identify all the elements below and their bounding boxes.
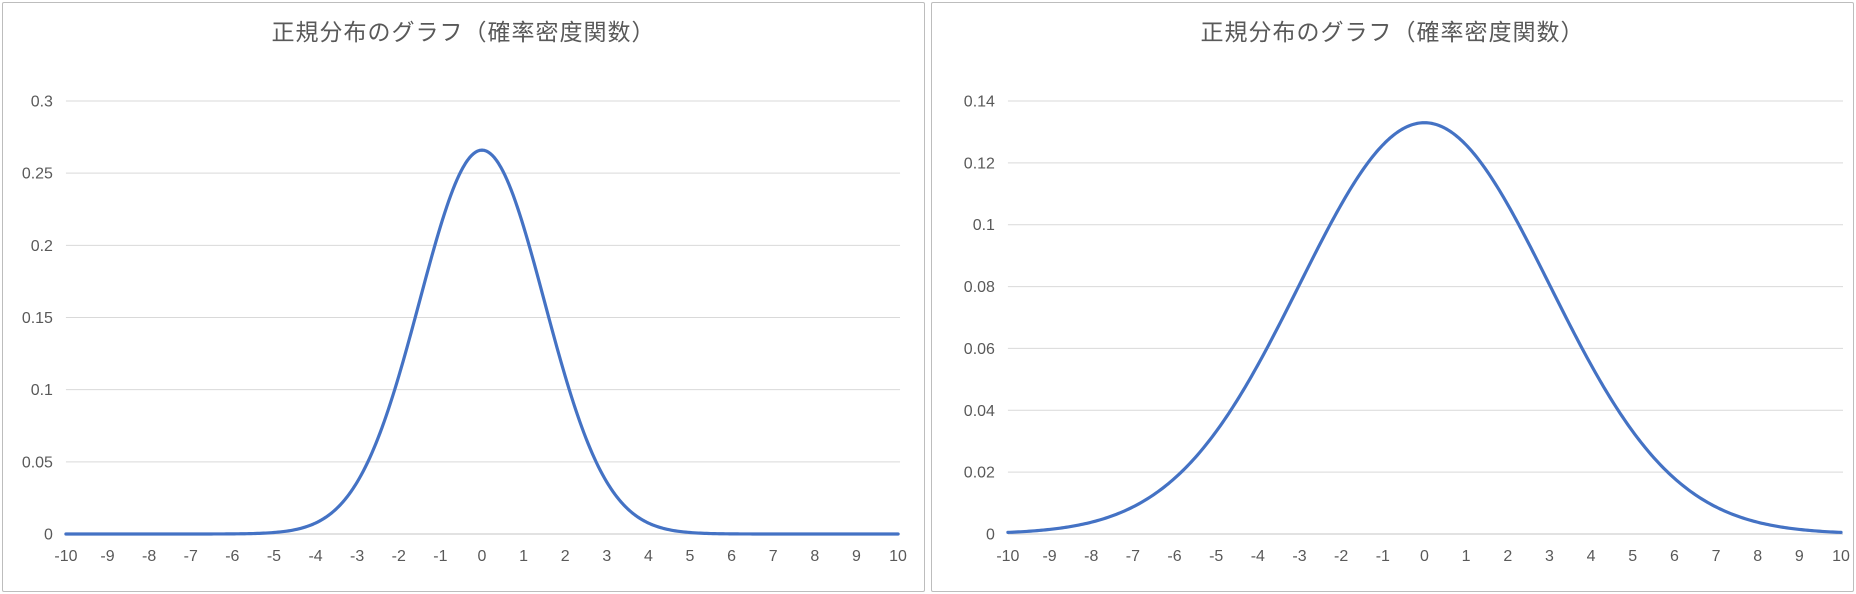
x-tick-label: -7 xyxy=(1126,548,1140,565)
x-tick-label: 8 xyxy=(1753,548,1762,565)
x-tick-label: -10 xyxy=(54,548,77,565)
x-tick-label: 3 xyxy=(1545,548,1554,565)
x-tick-label: 3 xyxy=(602,548,611,565)
x-tick-label: 0 xyxy=(1420,548,1429,565)
x-tick-label: 8 xyxy=(810,548,819,565)
x-tick-label: 10 xyxy=(889,548,907,565)
x-tick-label: -2 xyxy=(1334,548,1348,565)
chart-title: 正規分布のグラフ（確率密度関数） xyxy=(271,19,656,45)
x-tick-label: -1 xyxy=(433,548,447,565)
x-tick-label: 7 xyxy=(769,548,778,565)
normal-pdf-curve xyxy=(1006,121,1843,535)
x-tick-label: 6 xyxy=(727,548,736,565)
y-tick-label: 0.14 xyxy=(964,93,995,110)
x-tick-label: -1 xyxy=(1376,548,1390,565)
y-tick-label: 0.06 xyxy=(964,341,995,358)
x-tick-label: 6 xyxy=(1670,548,1679,565)
x-tick-label: -9 xyxy=(100,548,114,565)
y-tick-label: 0.1 xyxy=(973,217,995,234)
x-tick-label: 2 xyxy=(1503,548,1512,565)
y-tick-label: 0.02 xyxy=(964,465,995,482)
y-tick-label: 0.08 xyxy=(964,279,995,296)
x-tick-label: 1 xyxy=(519,548,528,565)
x-tick-label: -5 xyxy=(1209,548,1223,565)
normal-pdf-curve xyxy=(64,148,900,536)
x-tick-label: 2 xyxy=(561,548,570,565)
x-tick-label: -8 xyxy=(1084,548,1098,565)
x-tick-label: -5 xyxy=(267,548,281,565)
x-tick-label: 0 xyxy=(478,548,487,565)
x-tick-label: -10 xyxy=(996,548,1019,565)
x-tick-label: -4 xyxy=(1251,548,1265,565)
y-tick-label: 0.25 xyxy=(22,166,53,183)
x-tick-label: -2 xyxy=(392,548,406,565)
chart-title: 正規分布のグラフ（確率密度関数） xyxy=(1200,19,1585,45)
x-tick-label: 4 xyxy=(1587,548,1596,565)
x-tick-label: -8 xyxy=(142,548,156,565)
y-tick-label: 0.05 xyxy=(22,454,53,471)
y-tick-label: 0.1 xyxy=(31,382,53,399)
x-tick-label: -4 xyxy=(308,548,322,565)
x-tick-label: 7 xyxy=(1712,548,1721,565)
y-tick-label: 0.2 xyxy=(31,238,53,255)
x-tick-label: -7 xyxy=(184,548,198,565)
x-tick-label: -9 xyxy=(1042,548,1056,565)
x-tick-label: 5 xyxy=(686,548,695,565)
x-tick-label: -6 xyxy=(1167,548,1181,565)
y-tick-label: 0.15 xyxy=(22,310,53,327)
y-tick-label: 0.04 xyxy=(964,403,995,420)
x-tick-label: 10 xyxy=(1832,548,1850,565)
chart-panel-sigma-3: 正規分布のグラフ（確率密度関数） 0 0.02 0.04 0.06 0.08 0.1 0.1… xyxy=(931,2,1854,592)
y-tick-label: 0.12 xyxy=(964,155,995,172)
chart-panel-sigma-1-5: 正規分布のグラフ（確率密度関数） 0 0.05 0.1 0.15 0.2 0.25 0.3 -… xyxy=(2,2,925,592)
y-tick-label: 0.3 xyxy=(31,93,53,110)
y-tick-label: 0 xyxy=(986,526,995,543)
normal-distribution-chart-right: 00.020.040.060.080.10.120.14-10 -9 -8 -7 -6-… xyxy=(964,93,1850,565)
x-tick-label: -3 xyxy=(1292,548,1306,565)
x-tick-label: 5 xyxy=(1628,548,1637,565)
x-tick-label: 9 xyxy=(1795,548,1804,565)
x-tick-label: -3 xyxy=(350,548,364,565)
normal-distribution-chart-left: 00.050.10.150.20.250.3-10 -9 -8 -7 -6 -5 -4 -3-… xyxy=(22,93,907,565)
x-tick-label: 1 xyxy=(1462,548,1471,565)
y-tick-label: 0 xyxy=(44,526,53,543)
x-tick-label: -6 xyxy=(225,548,239,565)
x-tick-label: 4 xyxy=(644,548,653,565)
x-tick-label: 9 xyxy=(852,548,861,565)
